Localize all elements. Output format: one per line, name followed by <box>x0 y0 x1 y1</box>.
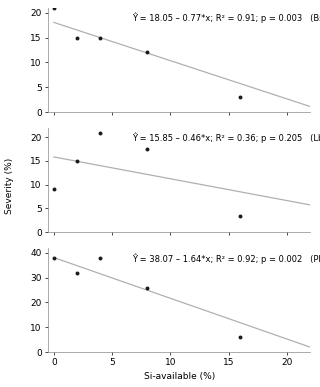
X-axis label: Si-available (%): Si-available (%) <box>144 372 215 380</box>
Point <box>238 94 243 100</box>
Point <box>75 34 80 41</box>
Point <box>75 158 80 164</box>
Point <box>98 255 103 261</box>
Point <box>51 187 56 193</box>
Point <box>51 255 56 261</box>
Point <box>238 212 243 219</box>
Point <box>51 5 56 11</box>
Text: Ŷ = 18.05 – 0.77*x; R² = 0.91; p = 0.003   (Bs): Ŷ = 18.05 – 0.77*x; R² = 0.91; p = 0.003… <box>132 13 320 24</box>
Point <box>98 34 103 41</box>
Point <box>145 146 150 152</box>
Text: Severity (%): Severity (%) <box>5 158 14 214</box>
Point <box>98 129 103 135</box>
Text: Ŷ = 15.85 – 0.46*x; R² = 0.36; p = 0.205   (Lb): Ŷ = 15.85 – 0.46*x; R² = 0.36; p = 0.205… <box>132 133 320 144</box>
Point <box>238 334 243 340</box>
Point <box>145 284 150 291</box>
Point <box>145 50 150 56</box>
Point <box>75 270 80 276</box>
Text: Ŷ = 38.07 – 1.64*x; R² = 0.92; p = 0.002   (Pb): Ŷ = 38.07 – 1.64*x; R² = 0.92; p = 0.002… <box>132 253 320 264</box>
